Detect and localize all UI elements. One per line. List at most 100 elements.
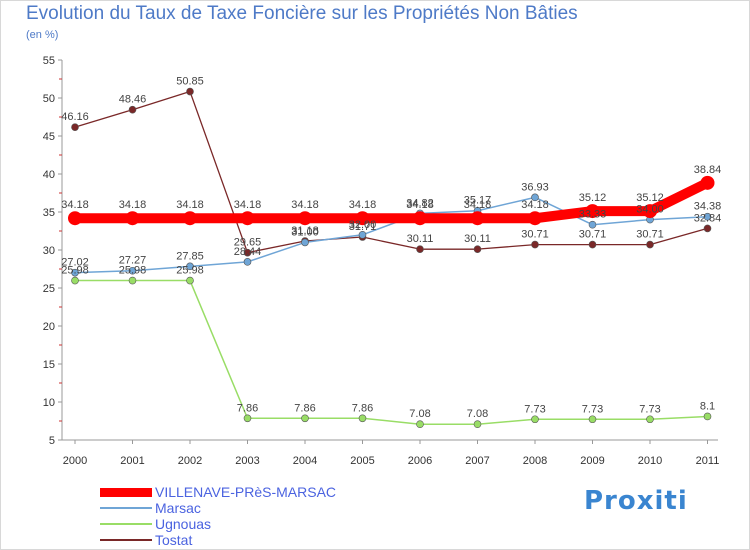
data-label-tostat: 29.65: [234, 237, 262, 249]
data-label-marsac: 27.27: [119, 255, 147, 267]
data-label-ugnouas: 7.08: [467, 408, 488, 420]
legend-label: Ugnouas: [155, 516, 212, 532]
data-point-marsac: [301, 238, 309, 247]
data-point-marsac: [588, 220, 597, 229]
legend-label: Marsac: [155, 500, 201, 516]
x-tick-label: 2004: [293, 455, 317, 467]
data-point-tostat: [646, 240, 654, 249]
data-label-tostat: 50.85: [176, 76, 204, 88]
y-tick-label: 35: [43, 207, 55, 219]
data-point-villenave: [528, 211, 542, 226]
data-point-tostat: [243, 248, 252, 257]
y-tick-label: 25: [43, 283, 55, 295]
data-point-ugnouas: [703, 412, 712, 421]
data-label-marsac: 27.85: [176, 250, 204, 262]
x-tick-label: 2002: [178, 455, 202, 467]
data-point-ugnouas: [473, 420, 482, 428]
data-label-marsac: 33.33: [579, 209, 607, 221]
x-tick-label: 2007: [465, 455, 489, 467]
data-point-ugnouas: [588, 415, 597, 424]
proxiti-logo: Proxiti: [584, 486, 688, 516]
data-point-marsac: [186, 262, 194, 271]
data-point-marsac: [531, 193, 539, 202]
legend-swatch: [100, 487, 152, 497]
x-tick-label: 2009: [580, 455, 604, 467]
data-label-villenave: 34.18: [61, 199, 89, 211]
chart-title: Evolution du Taux de Taxe Foncière sur l…: [26, 3, 578, 24]
data-point-ugnouas: [358, 414, 367, 423]
data-point-marsac: [243, 258, 252, 266]
data-label-tostat: 31.18: [291, 225, 319, 237]
series-points: [68, 87, 715, 428]
data-label-tostat: 32.84: [694, 212, 722, 224]
data-label-ugnouas: 7.73: [582, 403, 603, 415]
data-label-villenave: 34.18: [291, 199, 319, 211]
data-label-marsac: 34.00: [636, 204, 664, 216]
series-line-villenave: [70, 177, 713, 224]
data-point-villenave: [183, 211, 197, 226]
data-point-villenave: [355, 211, 370, 226]
x-tick-label: 2006: [408, 455, 432, 467]
x-tick-label: 2010: [638, 455, 662, 467]
data-label-ugnouas: 7.73: [524, 403, 545, 415]
data-point-tostat: [128, 105, 137, 114]
data-label-marsac: 32.00: [349, 219, 377, 231]
data-point-marsac: [128, 266, 137, 275]
series-lines: [70, 90, 713, 425]
data-label-marsac: 28.44: [234, 246, 262, 258]
data-label-villenave: 34.18: [406, 199, 434, 211]
data-label-villenave: 34.18: [521, 199, 549, 211]
chart-subtitle: (en %): [26, 29, 59, 41]
data-point-marsac: [71, 268, 79, 277]
data-label-marsac: 35.17: [464, 195, 492, 207]
data-label-marsac: 27.02: [61, 257, 89, 269]
data-point-tostat: [71, 123, 79, 131]
data-label-ugnouas: 7.86: [294, 402, 315, 414]
data-point-tostat: [531, 240, 539, 249]
data-label-tostat: 46.16: [61, 111, 89, 123]
data-point-ugnouas: [531, 415, 539, 424]
data-label-ugnouas: 7.86: [352, 402, 373, 414]
data-label-tostat: 48.46: [119, 94, 147, 106]
data-point-villenave: [585, 204, 600, 219]
y-tick-label: 20: [43, 321, 55, 333]
data-label-ugnouas: 25.98: [119, 265, 147, 277]
series-line-marsac: [74, 196, 709, 274]
data-label-marsac: 34.38: [694, 201, 722, 213]
y-tick-label: 10: [43, 397, 55, 409]
data-point-marsac: [703, 212, 712, 221]
data-label-marsac: 36.93: [521, 181, 549, 193]
data-point-ugnouas: [71, 276, 79, 285]
data-point-ugnouas: [186, 276, 194, 285]
data-point-tostat: [703, 224, 712, 233]
series-line-tostat: [74, 90, 709, 254]
x-tick-label: 2005: [350, 455, 374, 467]
data-point-villenave: [125, 211, 140, 226]
data-point-villenave: [643, 204, 657, 219]
data-point-tostat: [473, 245, 482, 253]
legend-label: Tostat: [155, 532, 193, 548]
y-tick-label: 5: [49, 435, 55, 447]
data-label-tostat: 30.11: [464, 233, 491, 245]
axes: 5 10 15 20 25 30 35 40 45 50 55 2000 2001 2002 2003 200…: [43, 55, 720, 467]
data-label-villenave: 34.18: [119, 199, 147, 211]
data-label-ugnouas: 7.73: [639, 403, 660, 415]
legend-label: VILLENAVE-PRèS-MARSAC: [155, 484, 337, 500]
data-point-villenave: [298, 211, 312, 226]
data-point-villenave: [68, 211, 82, 226]
x-tick-label: 2011: [696, 455, 720, 467]
data-label-villenave: 34.18: [464, 199, 492, 211]
data-label-ugnouas: 25.98: [176, 265, 204, 277]
x-tick-label: 2000: [63, 455, 87, 467]
data-point-villenave: [240, 211, 255, 226]
data-label-villenave: 38.84: [694, 164, 722, 176]
data-label-ugnouas: 7.86: [237, 402, 258, 414]
data-point-villenave: [470, 211, 485, 226]
data-point-ugnouas: [301, 414, 309, 423]
data-label-marsac: 31.00: [291, 226, 319, 238]
data-point-ugnouas: [646, 415, 654, 424]
data-label-tostat: 31.71: [349, 221, 377, 233]
y-tick-label: 40: [43, 169, 55, 181]
